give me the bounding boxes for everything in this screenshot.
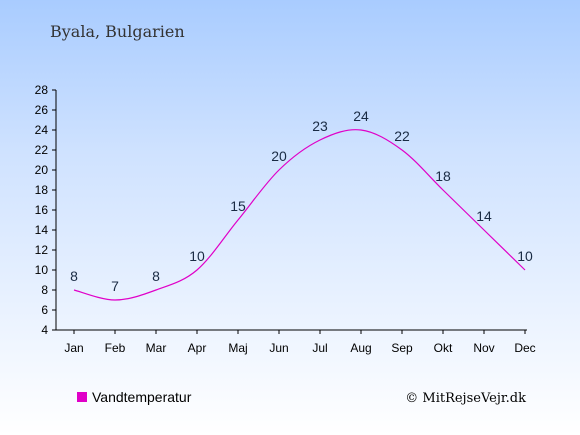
data-label: 15 — [230, 198, 246, 214]
y-tick-label: 16 — [35, 203, 49, 217]
y-tick-label: 22 — [35, 143, 49, 157]
data-label: 18 — [435, 168, 451, 184]
data-label: 7 — [111, 278, 119, 294]
y-tick-label: 12 — [35, 243, 49, 257]
y-tick-label: 24 — [35, 123, 49, 137]
x-tick-label: Okt — [434, 341, 453, 355]
x-tick-label: Mar — [146, 341, 167, 355]
y-tick-label: 10 — [35, 263, 49, 277]
legend: Vandtemperatur — [77, 389, 192, 405]
x-tick-label: Jul — [312, 341, 327, 355]
credit-text: © MitRejseVejr.dk — [405, 391, 526, 406]
data-label: 14 — [476, 208, 492, 224]
data-label: 10 — [517, 248, 533, 264]
x-tick-label: Nov — [473, 341, 494, 355]
y-tick-label: 26 — [35, 103, 49, 117]
x-tick-label: Feb — [105, 341, 126, 355]
y-tick-label: 8 — [41, 283, 48, 297]
data-labels: 8 7 8 10 15 20 23 24 22 18 14 10 — [70, 108, 533, 294]
y-tick-label: 28 — [35, 83, 49, 97]
y-tick-label: 20 — [35, 163, 49, 177]
y-tick-label: 6 — [41, 303, 48, 317]
x-tick-label: Dec — [514, 341, 535, 355]
data-label: 22 — [394, 128, 410, 144]
x-tick-label: Maj — [228, 341, 247, 355]
legend-label: Vandtemperatur — [92, 389, 192, 405]
series-layer — [73, 129, 526, 301]
data-label: 24 — [353, 108, 369, 124]
data-label: 10 — [189, 248, 205, 264]
series-line-vandtemperatur — [73, 129, 526, 301]
y-tick-label: 18 — [35, 183, 49, 197]
data-label: 20 — [271, 148, 287, 164]
axes: 4 6 8 10 12 14 16 18 20 22 24 26 28 Jan Feb Mar Apr Maj Ju… — [35, 83, 536, 355]
x-tick-label: Jan — [64, 341, 83, 355]
data-label: 8 — [70, 268, 78, 284]
x-tick-label: Sep — [391, 341, 413, 355]
data-label: 23 — [312, 118, 328, 134]
y-tick-label: 14 — [35, 223, 49, 237]
x-tick-label: Jun — [269, 341, 288, 355]
y-tick-label: 4 — [41, 323, 48, 337]
x-tick-label: Aug — [350, 341, 371, 355]
x-tick-label: Apr — [188, 341, 207, 355]
data-label: 8 — [152, 268, 160, 284]
chart-title: Byala, Bulgarien — [50, 22, 185, 41]
legend-swatch — [77, 392, 87, 402]
